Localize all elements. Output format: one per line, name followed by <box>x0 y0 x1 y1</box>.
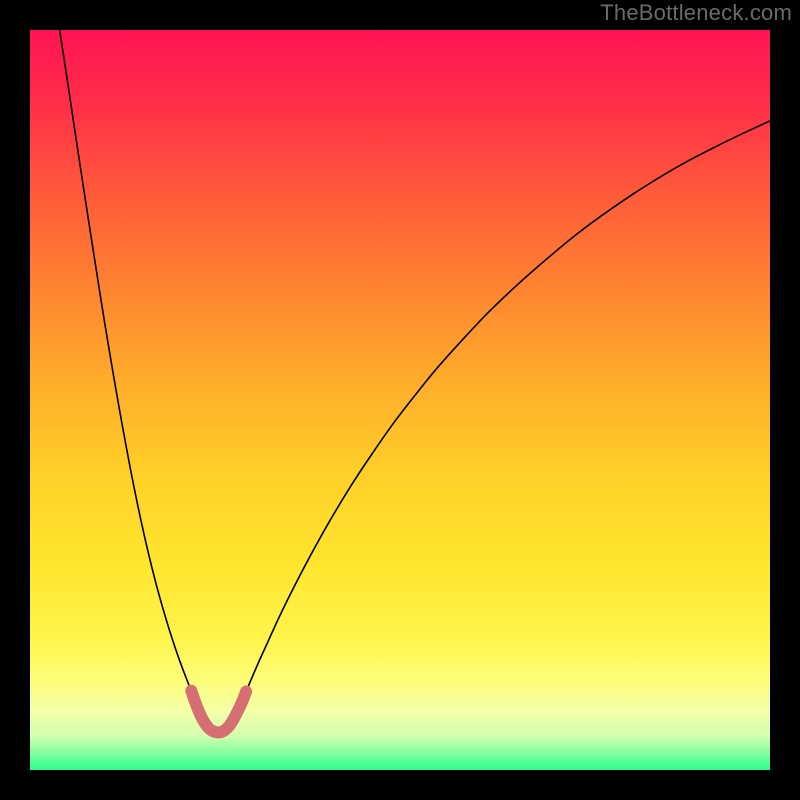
chart-outer: TheBottleneck.com <box>0 0 800 800</box>
watermark-text: TheBottleneck.com <box>600 0 792 26</box>
plot-area <box>30 30 770 770</box>
plot-background <box>30 30 770 770</box>
chart-svg <box>30 30 770 770</box>
